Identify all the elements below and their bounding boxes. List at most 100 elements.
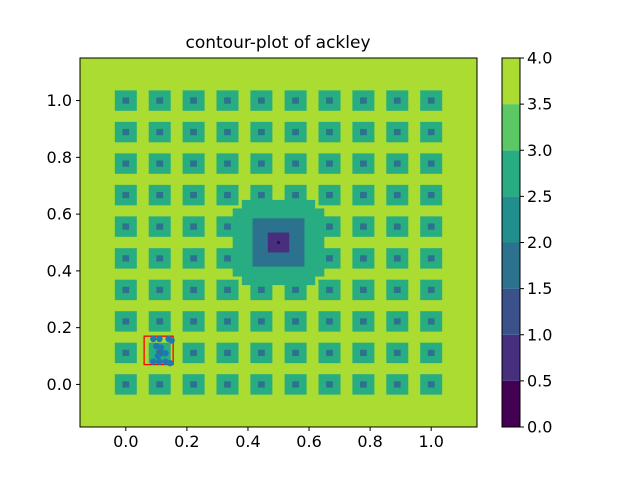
- local-minimum-inner: [190, 318, 197, 325]
- local-minimum-inner: [393, 381, 401, 388]
- local-minimum-inner: [156, 349, 164, 357]
- sample-point: [156, 358, 163, 365]
- x-tick-label: 0.6: [296, 432, 321, 451]
- local-minimum-inner: [224, 349, 231, 357]
- local-minimum-inner: [122, 97, 130, 104]
- colorbar-segment: [502, 242, 520, 289]
- x-tick-label: 0.4: [235, 432, 260, 451]
- local-minimum-inner: [224, 128, 231, 136]
- local-minimum-inner: [427, 381, 435, 388]
- local-minimum-inner: [122, 223, 130, 230]
- colorbar-segment: [502, 334, 520, 381]
- local-minimum-inner: [224, 191, 231, 199]
- local-minimum-inner: [393, 318, 401, 325]
- local-minimum-inner: [258, 381, 265, 388]
- local-minimum-inner: [326, 191, 333, 199]
- x-tick-label: 0.8: [357, 432, 382, 451]
- sample-point: [162, 350, 169, 357]
- colorbar-tick-label: 1.5: [527, 279, 552, 298]
- local-minimum-inner: [258, 349, 265, 357]
- sample-point: [150, 358, 157, 365]
- local-minimum-inner: [190, 223, 197, 230]
- local-minimum-inner: [427, 223, 435, 230]
- local-minimum-inner: [122, 318, 130, 325]
- local-minimum-inner: [156, 128, 164, 136]
- chart-title: contour-plot of ackley: [185, 33, 370, 53]
- local-minimum-inner: [326, 160, 333, 167]
- y-tick-label: 0.2: [47, 318, 72, 337]
- local-minimum-inner: [122, 349, 130, 357]
- local-minimum-inner: [122, 128, 130, 136]
- local-minimum-inner: [427, 255, 435, 262]
- local-minimum-inner: [326, 128, 333, 136]
- local-minimum-inner: [190, 286, 197, 294]
- local-minimum-inner: [122, 255, 130, 262]
- local-minimum-inner: [224, 318, 231, 325]
- local-minimum-inner: [292, 128, 299, 136]
- colorbar-tick-label: 3.5: [527, 95, 552, 114]
- colorbar-tick-label: 0.0: [527, 418, 552, 437]
- local-minimum-inner: [156, 97, 164, 104]
- local-minimum-inner: [224, 223, 231, 230]
- local-minimum-inner: [292, 381, 299, 388]
- local-minimum-inner: [427, 286, 435, 294]
- local-minimum-inner: [224, 381, 231, 388]
- basin-level: [276, 241, 281, 244]
- colorbar-segment: [502, 150, 520, 197]
- local-minimum-inner: [258, 97, 265, 104]
- x-tick-label: 1.0: [418, 432, 443, 451]
- local-minimum-inner: [156, 255, 164, 262]
- y-tick-label: 0.4: [47, 261, 72, 280]
- local-minimum-inner: [360, 381, 367, 388]
- local-minimum-inner: [326, 349, 333, 357]
- sample-point: [156, 335, 163, 343]
- local-minimum-inner: [360, 128, 367, 136]
- local-minimum-inner: [190, 97, 197, 104]
- local-minimum-inner: [427, 160, 435, 167]
- local-minimum-inner: [326, 381, 333, 388]
- local-minimum-inner: [427, 97, 435, 104]
- local-minimum-inner: [292, 160, 299, 167]
- colorbar-tick-label: 0.5: [527, 371, 552, 390]
- local-minimum-inner: [258, 128, 265, 136]
- local-minimum-inner: [393, 286, 401, 294]
- local-minimum-inner: [326, 223, 333, 230]
- local-minimum-inner: [326, 97, 333, 104]
- local-minimum-inner: [122, 381, 130, 388]
- local-minimum-inner: [224, 255, 231, 262]
- local-minimum-inner: [292, 286, 299, 294]
- colorbar-segment: [502, 104, 520, 151]
- colorbar-tick-label: 2.5: [527, 187, 552, 206]
- sample-point: [168, 337, 175, 344]
- sample-point: [154, 352, 162, 360]
- local-minimum-inner: [156, 286, 164, 294]
- colorbar-segment: [502, 58, 520, 105]
- x-tick-label: 0.2: [174, 432, 199, 451]
- local-minimum-inner: [360, 349, 367, 357]
- colorbar-tick-label: 1.0: [527, 325, 552, 344]
- local-minimum-inner: [292, 97, 299, 104]
- y-tick-label: 0.0: [47, 375, 72, 394]
- local-minimum-inner: [393, 128, 401, 136]
- local-minimum-inner: [360, 255, 367, 262]
- colorbar-tick-label: 2.0: [527, 233, 552, 252]
- local-minimum-inner: [224, 97, 231, 104]
- local-minimum-inner: [292, 349, 299, 357]
- colorbar-tick-label: 3.0: [527, 141, 552, 160]
- local-minimum-inner: [393, 97, 401, 104]
- local-minimum-inner: [292, 318, 299, 325]
- colorbar-segment: [502, 380, 520, 427]
- plot-area: [79, 57, 478, 428]
- sample-point: [150, 335, 157, 343]
- local-minimum-inner: [156, 381, 164, 388]
- local-minimum-inner: [326, 255, 333, 262]
- colorbar: 0.0 0.5 1.0 1.5 2.0 2.5 3.0 3.5 4.0: [501, 49, 552, 437]
- local-minimum-inner: [156, 160, 164, 167]
- y-tick-label: 0.8: [47, 148, 72, 167]
- local-minimum-inner: [258, 286, 265, 294]
- sample-point: [166, 359, 174, 367]
- colorbar-tick-label: 4.0: [527, 49, 552, 68]
- x-tick-label: 0.0: [113, 432, 138, 451]
- local-minimum-inner: [190, 128, 197, 136]
